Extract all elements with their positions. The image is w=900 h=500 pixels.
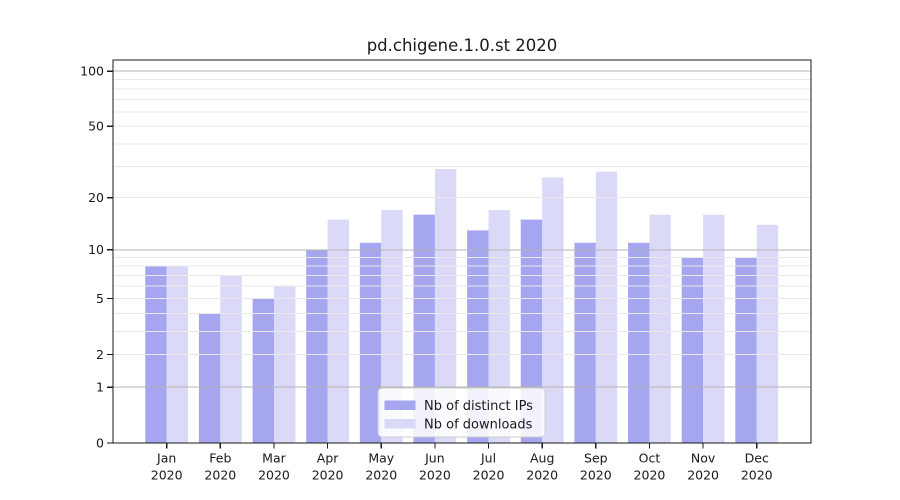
x-tick-label-month: Nov <box>691 451 716 466</box>
y-tick-label: 20 <box>88 190 104 205</box>
x-tick-label-month: May <box>368 451 394 466</box>
x-tick-label-month: Mar <box>262 451 286 466</box>
x-tick-label-year: 2020 <box>580 468 612 483</box>
y-tick-label: 100 <box>80 63 104 78</box>
x-tick-label-month: Sep <box>584 451 608 466</box>
legend-swatch-downloads <box>384 419 416 429</box>
bar-downloads-may <box>381 210 403 443</box>
x-tick-label-year: 2020 <box>419 468 451 483</box>
y-tick-label: 5 <box>96 291 104 306</box>
bar-distinct-ips-apr <box>306 249 328 443</box>
bar-distinct-ips-jun <box>413 214 435 443</box>
plot-frame <box>112 59 812 444</box>
bar-distinct-ips-oct <box>628 242 650 443</box>
x-tick-label-month: Oct <box>639 451 661 466</box>
x-tick-label-month: Jun <box>424 451 445 466</box>
x-tick-label-year: 2020 <box>526 468 558 483</box>
legend-box <box>377 387 546 438</box>
x-tick-label-month: Dec <box>745 451 769 466</box>
legend: Nb of distinct IPs Nb of downloads <box>377 387 546 438</box>
bar-distinct-ips-feb <box>198 313 221 443</box>
bar-downloads-jul <box>488 210 510 443</box>
axes: 0 1 2 5 10 20 50 100 Jan 2020 Feb 2020 Mar 2020 Apr 202… <box>80 63 773 482</box>
legend-swatch-distinct-ips <box>384 400 416 410</box>
x-tick-label-year: 2020 <box>258 468 290 483</box>
bar-downloads-sep <box>595 171 618 443</box>
x-tick-label-year: 2020 <box>312 468 344 483</box>
bar-downloads-dec <box>756 224 779 443</box>
legend-label-downloads: Nb of downloads <box>424 418 533 433</box>
bar-downloads-aug <box>542 177 564 443</box>
bar-downloads-nov <box>703 214 725 443</box>
gridlines <box>113 70 811 388</box>
x-tick-label-month: Feb <box>209 451 231 466</box>
legend-label-distinct-ips: Nb of distinct IPs <box>424 399 533 414</box>
y-tick-label: 2 <box>96 347 104 362</box>
x-tick-label-year: 2020 <box>473 468 505 483</box>
bar-downloads-oct <box>649 214 671 443</box>
x-tick-label-year: 2020 <box>687 468 719 483</box>
bar-downloads-mar <box>273 286 296 443</box>
x-tick-label-year: 2020 <box>634 468 666 483</box>
bar-downloads-jun <box>434 168 457 444</box>
y-tick-label: 1 <box>96 379 104 394</box>
chart-title: pd.chigene.1.0.st 2020 <box>367 36 558 55</box>
y-tick-label: 50 <box>88 119 104 134</box>
y-tick-label: 10 <box>88 242 104 257</box>
x-tick-label-month: Apr <box>317 451 339 466</box>
x-tick-label-month: Aug <box>530 451 554 466</box>
x-tick-label-year: 2020 <box>365 468 397 483</box>
bar-downloads-feb <box>220 275 242 443</box>
x-tick-label-year: 2020 <box>151 468 183 483</box>
bar-distinct-ips-sep <box>574 242 596 443</box>
x-tick-label-year: 2020 <box>741 468 773 483</box>
x-tick-label-month: Jul <box>480 451 496 466</box>
x-tick-label-year: 2020 <box>204 468 236 483</box>
bar-distinct-ips-mar <box>252 298 274 443</box>
x-tick-label-month: Jan <box>156 451 176 466</box>
bar-distinct-ips-may <box>359 242 382 443</box>
bar-distinct-ips-nov <box>681 257 704 443</box>
bar-distinct-ips-dec <box>735 257 757 443</box>
y-tick-label: 0 <box>96 435 104 450</box>
